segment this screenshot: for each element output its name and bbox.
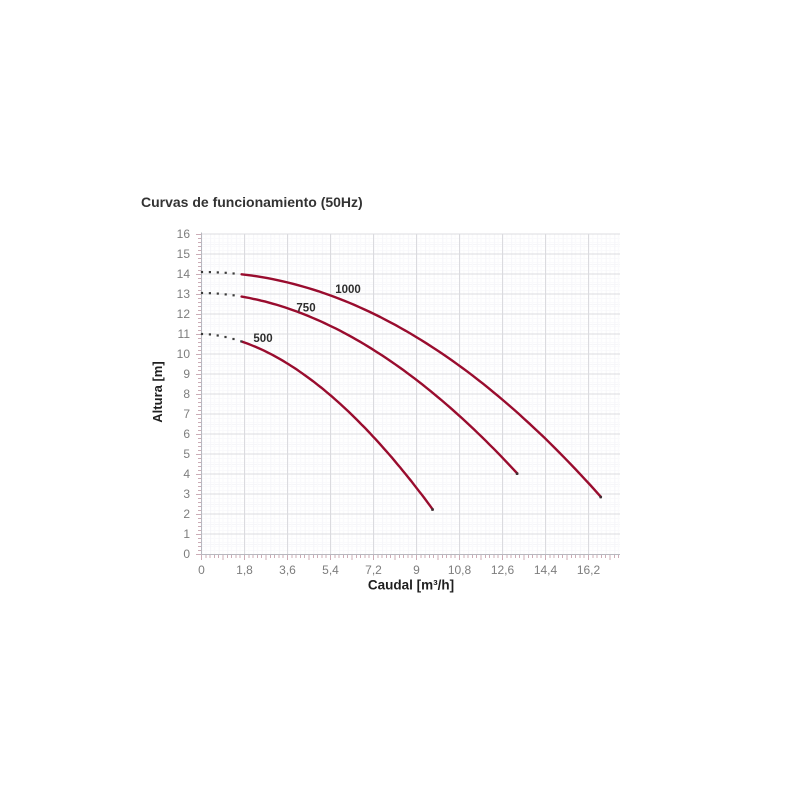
- svg-text:16,2: 16,2: [577, 563, 601, 577]
- svg-text:1,8: 1,8: [236, 563, 253, 577]
- svg-text:2: 2: [183, 507, 190, 521]
- svg-text:500: 500: [253, 333, 272, 345]
- svg-text:0: 0: [198, 563, 205, 577]
- svg-text:11: 11: [178, 327, 191, 341]
- svg-text:16: 16: [177, 227, 191, 241]
- svg-text:7: 7: [183, 407, 190, 421]
- svg-text:0: 0: [183, 547, 190, 561]
- svg-text:Altura [m]: Altura [m]: [150, 361, 165, 422]
- svg-text:8: 8: [183, 387, 190, 401]
- svg-text:12: 12: [177, 307, 191, 321]
- svg-text:4: 4: [183, 467, 190, 481]
- svg-text:750: 750: [296, 303, 315, 315]
- svg-text:10: 10: [177, 347, 191, 361]
- svg-text:10,8: 10,8: [448, 563, 472, 577]
- svg-text:9: 9: [413, 563, 420, 577]
- svg-text:3,6: 3,6: [279, 563, 296, 577]
- svg-text:7,2: 7,2: [365, 563, 382, 577]
- svg-text:1: 1: [183, 527, 190, 541]
- svg-text:12,6: 12,6: [491, 563, 515, 577]
- svg-text:15: 15: [177, 247, 191, 261]
- svg-text:14,4: 14,4: [534, 563, 558, 577]
- svg-text:5,4: 5,4: [322, 563, 339, 577]
- svg-text:5: 5: [183, 447, 190, 461]
- svg-text:13: 13: [177, 287, 191, 301]
- svg-text:14: 14: [177, 267, 191, 281]
- svg-text:Curvas de funcionamiento (50Hz: Curvas de funcionamiento (50Hz): [141, 194, 363, 210]
- svg-text:3: 3: [183, 487, 190, 501]
- svg-text:Caudal [m³/h]: Caudal [m³/h]: [368, 578, 454, 593]
- svg-text:9: 9: [183, 367, 190, 381]
- svg-text:1000: 1000: [335, 284, 361, 296]
- svg-text:6: 6: [183, 427, 190, 441]
